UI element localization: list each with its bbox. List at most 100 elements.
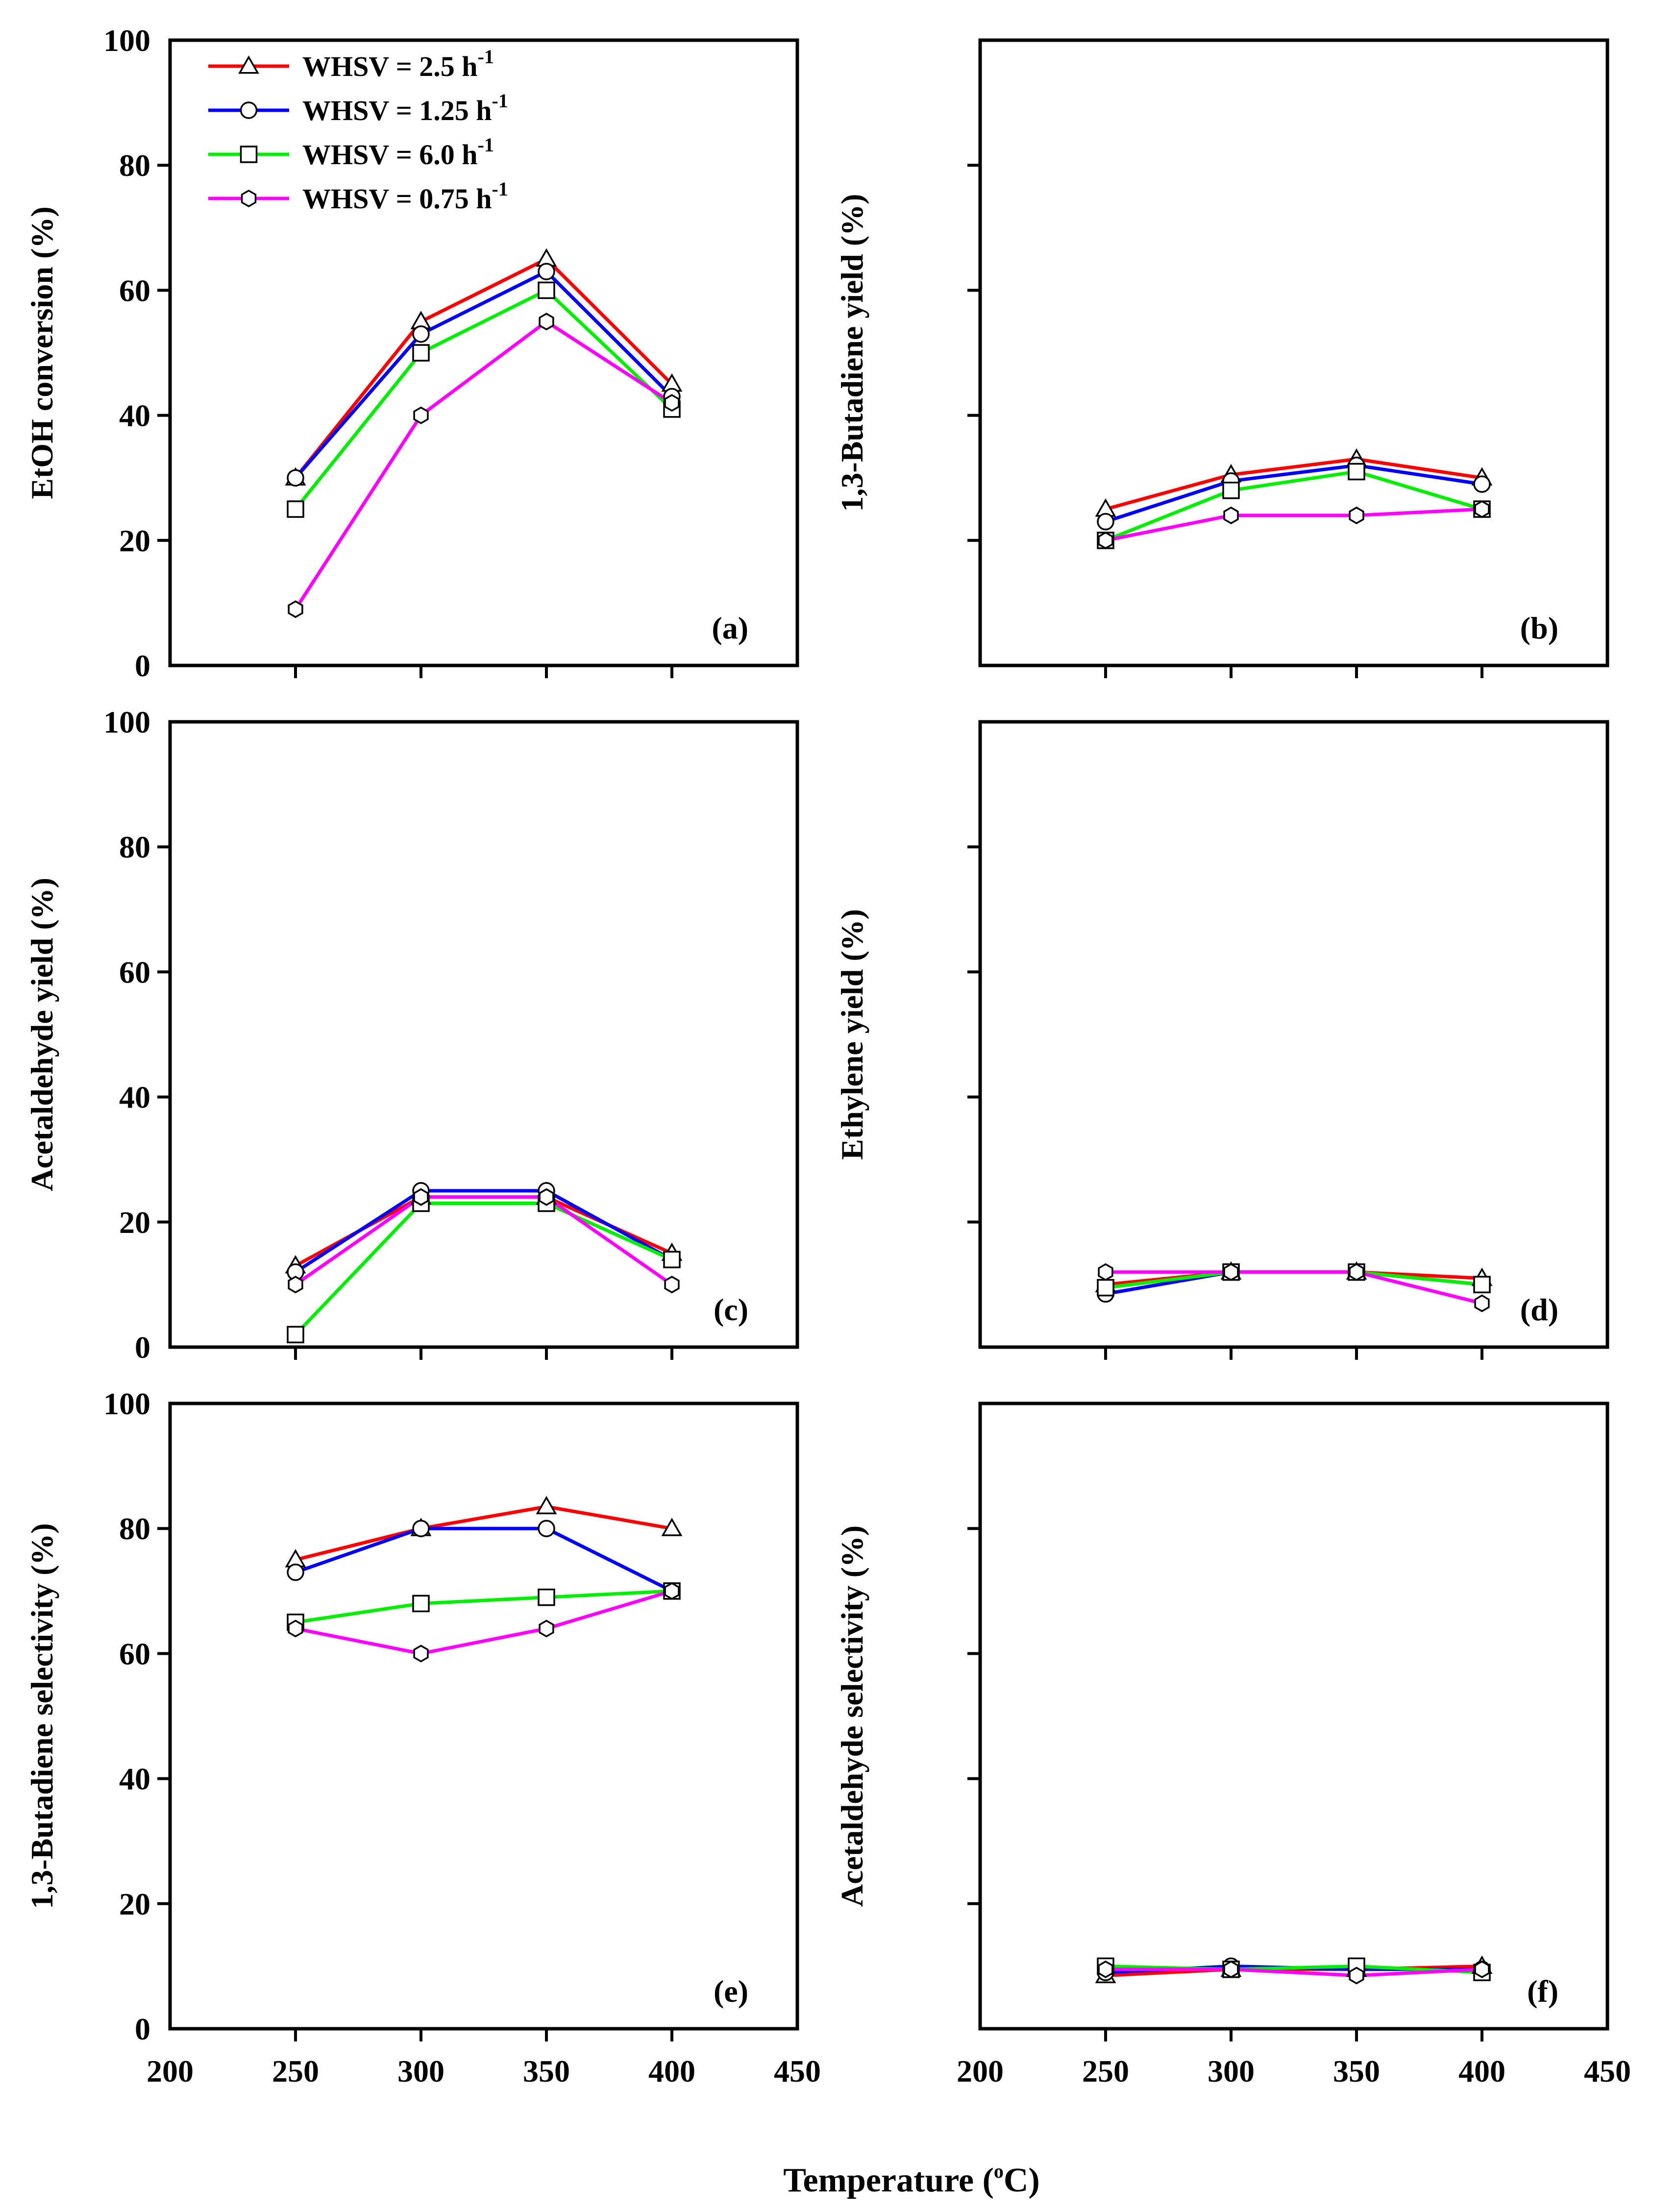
data-point — [1349, 1966, 1364, 1985]
data-point — [539, 1620, 554, 1638]
y-axis-title: 1,3-Butadiene selectivity (%) — [25, 1523, 59, 1909]
hexagon-icon — [241, 189, 257, 208]
x-tick-label: 250 — [1082, 2054, 1129, 2089]
y-axis-title: Acetaldehyde selectivity (%) — [835, 1525, 869, 1907]
data-point — [413, 406, 429, 424]
series-line — [294, 1195, 673, 1286]
legend-entry: WHSV = 0.75 h-1 — [208, 178, 508, 215]
y-tick-label: 0 — [135, 2012, 150, 2046]
data-point — [664, 1582, 680, 1600]
y-tick-label: 40 — [119, 1762, 150, 1796]
x-axis-title: Temperature (oC) — [783, 2160, 1040, 2199]
panel-label: (a) — [712, 611, 748, 645]
plot-frame — [168, 720, 799, 1349]
data-point — [1349, 1263, 1364, 1281]
data-point — [539, 1188, 554, 1206]
chart-panel: Ethylene yield (%) (d) — [835, 720, 1609, 1360]
series-line — [294, 257, 673, 479]
data-point — [1097, 513, 1114, 531]
series-line — [1106, 1967, 1482, 1977]
y-tick-label: 60 — [119, 273, 150, 308]
data-point — [412, 325, 430, 343]
circle-icon — [240, 101, 258, 119]
data-point — [1348, 463, 1365, 481]
series-line — [1105, 457, 1482, 511]
data-point — [538, 1588, 555, 1606]
data-point — [661, 1518, 683, 1536]
data-point — [288, 1620, 303, 1638]
series-line — [295, 1195, 673, 1268]
series-line — [295, 1589, 673, 1655]
y-tick-label: 0 — [135, 1330, 150, 1365]
panel-label: (f) — [1527, 1974, 1558, 2009]
y-tick-label: 20 — [119, 1887, 150, 1921]
plot-frame — [168, 1401, 799, 2031]
data-point — [1098, 1960, 1113, 1978]
x-tick-label: 450 — [1584, 2054, 1631, 2089]
data-point — [412, 344, 430, 362]
legend-label: WHSV = 0.75 h-1 — [302, 178, 508, 215]
x-tick-label: 350 — [523, 2054, 570, 2089]
data-point — [1474, 500, 1490, 518]
y-tick-label: 80 — [119, 830, 150, 864]
chart-panel: 200 250 300 350 400 450 Acetaldehyde selectivi… — [835, 1401, 1631, 2089]
chart-panel: 0 20 40 60 80 100 EtOH conversion (%) (a) — [25, 23, 799, 683]
legend-label: WHSV = 1.25 h-1 — [302, 90, 508, 126]
data-point — [413, 1645, 429, 1663]
y-tick-label: 60 — [119, 955, 150, 989]
data-point — [538, 1520, 555, 1537]
data-point — [412, 1520, 430, 1537]
x-tick-label: 450 — [774, 2054, 821, 2089]
chart-panel: 0 20 40 60 80 100 Acetaldehyde yield (%) (c) — [25, 705, 799, 1365]
chart-panel: 200 250 300 350 400 450 0 20 40 60 80 100 1,3-Butadi… — [25, 1386, 821, 2089]
data-point — [288, 600, 303, 618]
data-point — [287, 469, 304, 487]
data-point — [663, 1251, 681, 1269]
data-point — [287, 500, 304, 518]
legend-entry: WHSV = 6.0 h-1 — [208, 134, 494, 171]
plot-frame — [978, 38, 1609, 667]
plot-frame — [978, 1401, 1609, 2031]
y-axis-title: EtOH conversion (%) — [25, 206, 59, 499]
y-axis-title: 1,3-Butadiene yield (%) — [835, 194, 869, 512]
panel-label: (d) — [1520, 1292, 1558, 1327]
legend-entry: WHSV = 2.5 h-1 — [208, 46, 494, 82]
y-tick-label: 60 — [119, 1636, 150, 1671]
y-tick-label: 80 — [119, 148, 150, 183]
y-tick-label: 100 — [103, 1386, 150, 1421]
x-tick-label: 350 — [1333, 2054, 1380, 2089]
x-tick-label: 200 — [147, 2054, 194, 2089]
triangle-icon — [238, 55, 259, 74]
y-tick-label: 20 — [119, 1205, 150, 1240]
x-tick-label: 250 — [272, 2054, 319, 2089]
x-tick-label: 400 — [648, 2054, 695, 2089]
x-tick-label: 300 — [1208, 2054, 1255, 2089]
series-line — [294, 1202, 673, 1336]
data-point — [1098, 531, 1113, 549]
data-point — [1349, 506, 1364, 524]
panel-label: (b) — [1520, 611, 1558, 645]
data-point — [413, 1188, 429, 1206]
data-point — [1473, 1276, 1491, 1294]
data-point — [1097, 1279, 1114, 1297]
y-tick-label: 80 — [119, 1511, 150, 1546]
series-line — [294, 288, 673, 511]
plot-frame — [978, 720, 1609, 1349]
panel-label: (c) — [714, 1292, 748, 1327]
data-point — [664, 1276, 680, 1294]
series-line — [294, 270, 673, 479]
data-point — [288, 1276, 303, 1294]
series-line — [1105, 469, 1483, 542]
data-point — [536, 1496, 557, 1515]
series-line — [294, 320, 673, 611]
y-axis-title: Acetaldehyde yield (%) — [25, 878, 59, 1191]
y-tick-label: 0 — [135, 648, 150, 683]
plot-frame — [168, 38, 799, 667]
data-point — [287, 1563, 304, 1581]
legend-entry: WHSV = 1.25 h-1 — [208, 90, 508, 126]
legend-label: WHSV = 2.5 h-1 — [302, 46, 494, 82]
series-line — [295, 1505, 672, 1562]
data-point — [1223, 1960, 1239, 1978]
x-tick-label: 300 — [397, 2054, 444, 2089]
